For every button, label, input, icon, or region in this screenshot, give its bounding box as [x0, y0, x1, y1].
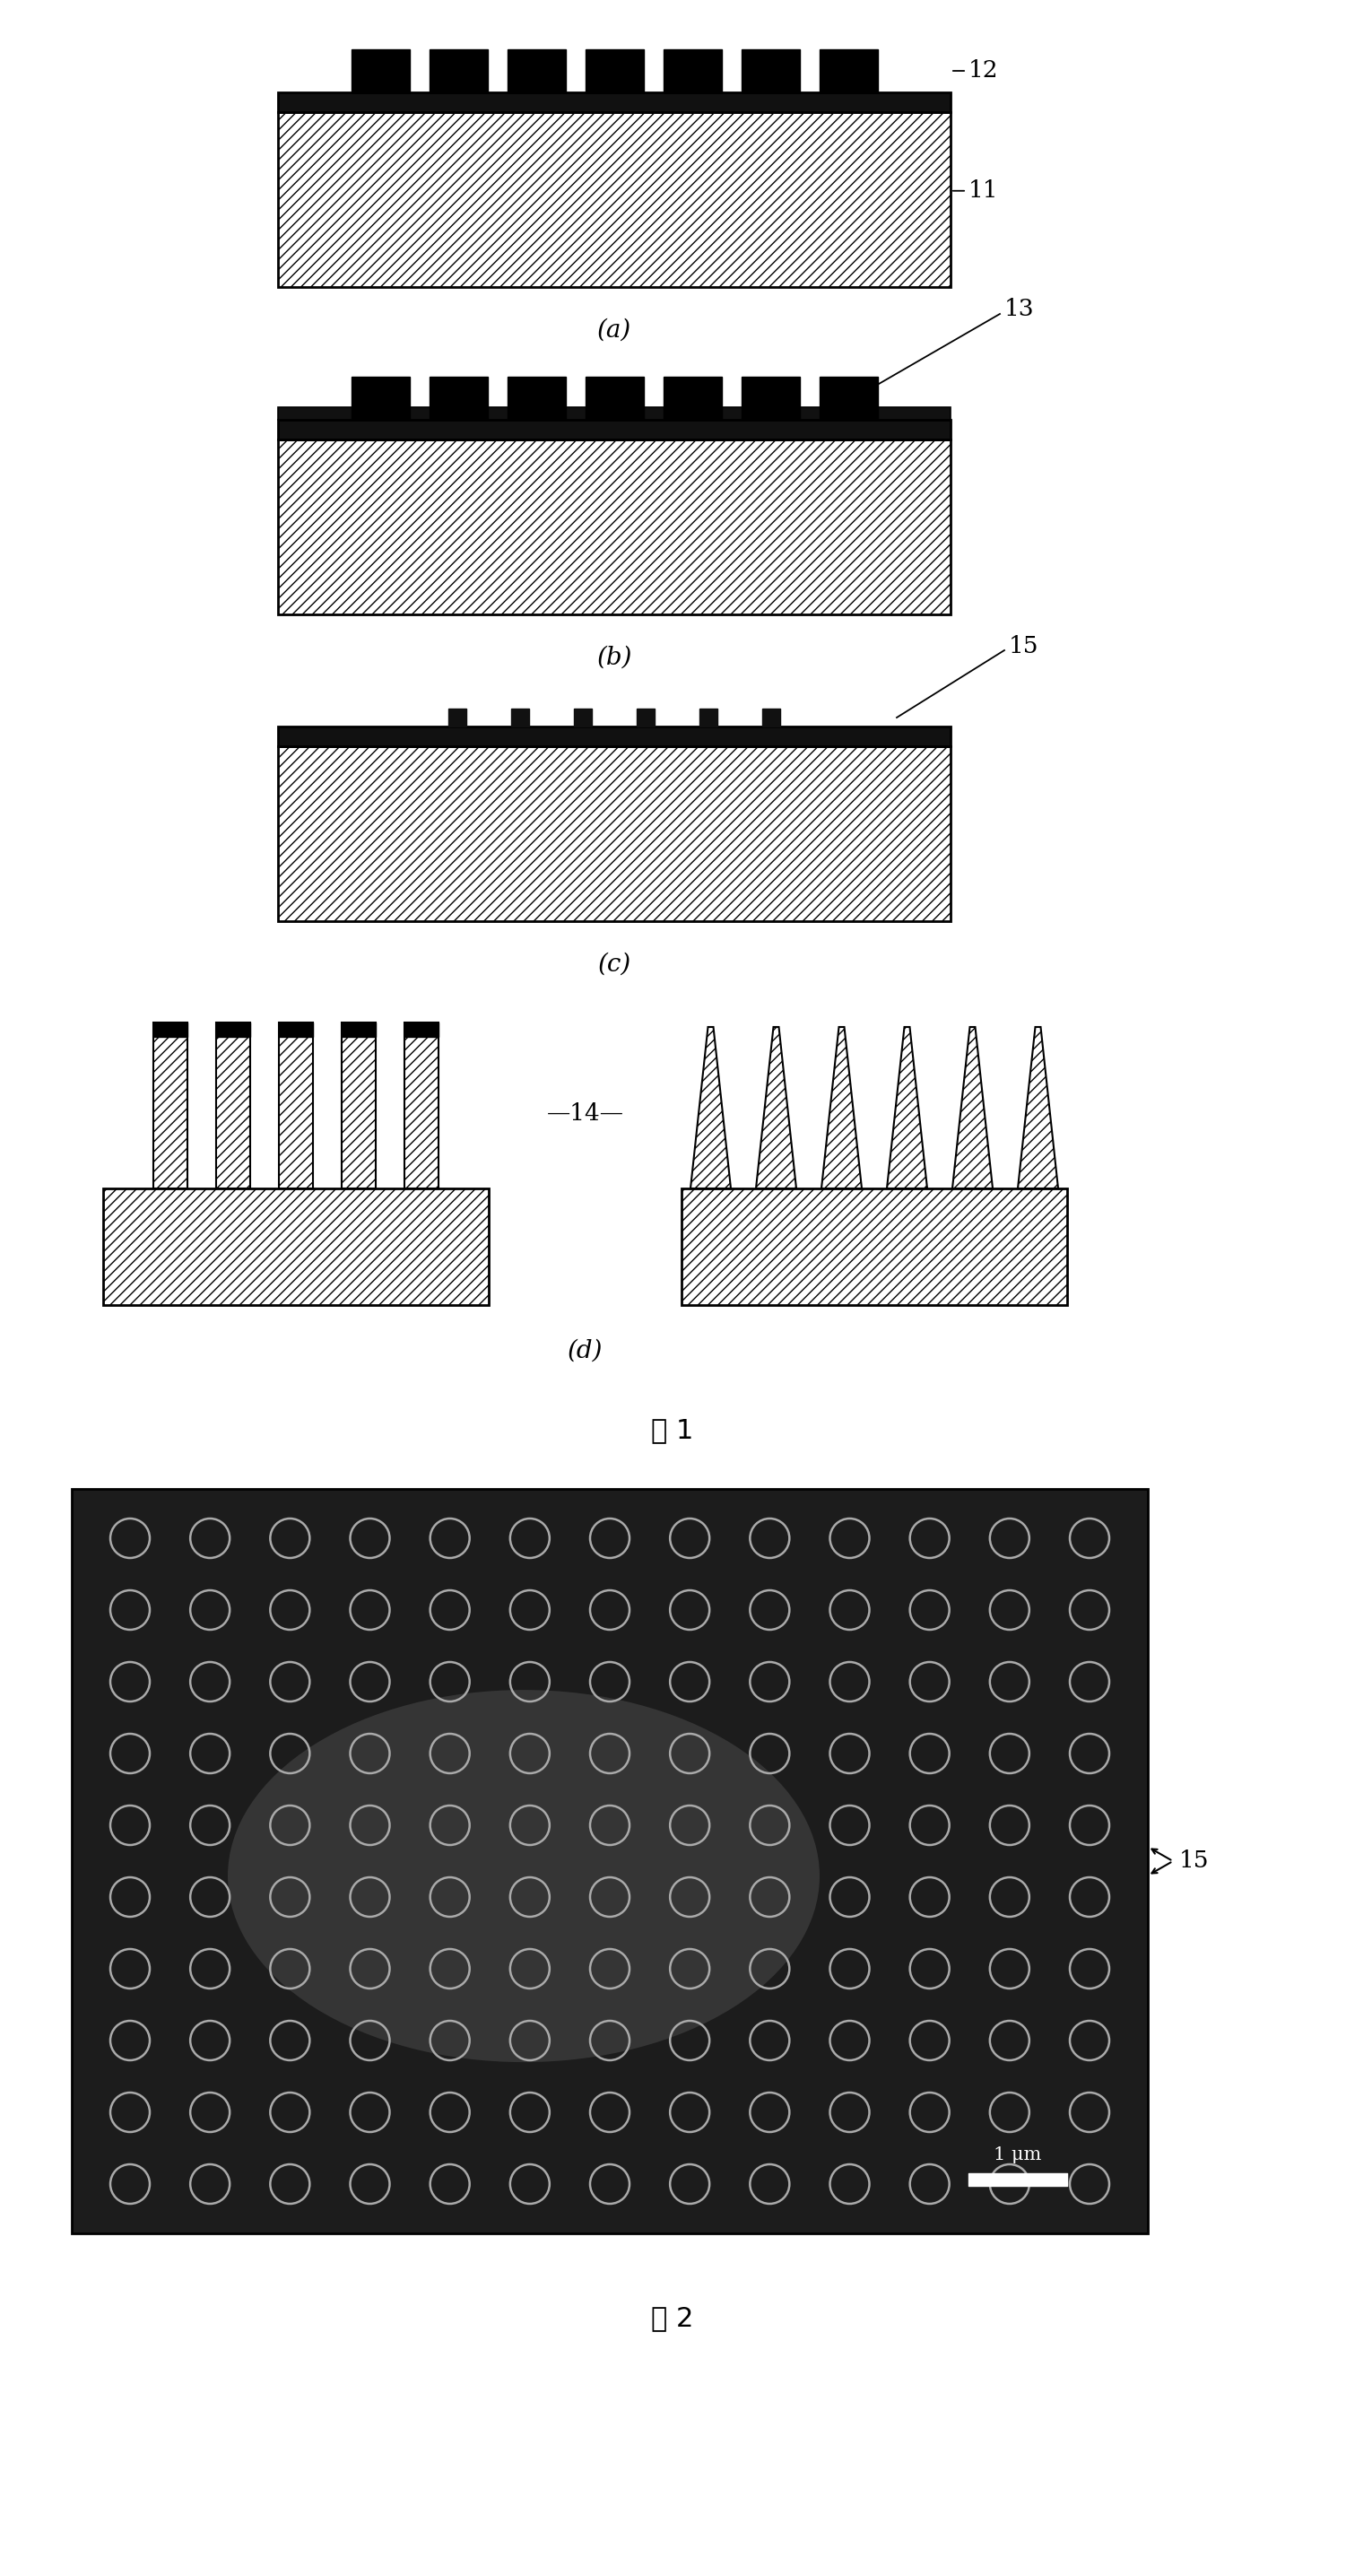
Bar	[404, 1023, 439, 1038]
Polygon shape	[690, 1028, 731, 1188]
Bar	[279, 747, 950, 922]
Text: 图 1: 图 1	[651, 1417, 693, 1443]
Bar	[279, 1023, 314, 1038]
Bar	[742, 376, 800, 420]
Bar	[586, 49, 643, 93]
Bar	[104, 1188, 489, 1306]
Bar	[71, 1489, 1148, 2233]
Bar	[511, 708, 529, 726]
Text: —14—: —14—	[546, 1103, 623, 1126]
Bar	[507, 376, 565, 420]
Text: (a): (a)	[598, 319, 631, 343]
Text: 15: 15	[1179, 1850, 1209, 1873]
Bar	[351, 49, 409, 93]
Polygon shape	[1018, 1028, 1058, 1188]
Bar	[429, 376, 487, 420]
Text: 15: 15	[1010, 634, 1039, 657]
Bar	[700, 708, 717, 726]
Bar	[762, 708, 781, 726]
Bar	[820, 376, 878, 420]
Polygon shape	[756, 1028, 797, 1188]
Bar	[742, 49, 800, 93]
Bar	[279, 420, 950, 440]
Bar	[351, 376, 409, 420]
Bar	[573, 708, 592, 726]
Text: 12: 12	[969, 59, 999, 82]
Polygon shape	[953, 1028, 993, 1188]
Bar	[664, 376, 721, 420]
Bar	[217, 1023, 250, 1038]
Bar	[279, 440, 950, 616]
Bar	[279, 1023, 314, 1188]
Bar	[153, 1023, 187, 1188]
Text: 图 2: 图 2	[651, 2306, 693, 2331]
Bar	[404, 1023, 439, 1188]
Polygon shape	[887, 1028, 927, 1188]
Text: 11: 11	[969, 180, 999, 201]
Bar	[342, 1023, 376, 1188]
Text: 1 μm: 1 μm	[993, 2146, 1042, 2164]
Bar	[279, 93, 950, 113]
Polygon shape	[821, 1028, 861, 1188]
Bar	[342, 1023, 376, 1038]
Text: (c): (c)	[598, 953, 631, 976]
Bar	[664, 49, 721, 93]
Bar	[681, 1188, 1067, 1306]
Bar	[820, 49, 878, 93]
Bar	[279, 113, 950, 286]
Bar	[507, 49, 565, 93]
Bar	[448, 708, 466, 726]
Bar	[217, 1023, 250, 1188]
Text: (b): (b)	[596, 647, 633, 670]
Text: 13: 13	[1004, 299, 1035, 319]
Bar	[153, 1023, 187, 1038]
Text: (d): (d)	[568, 1340, 603, 1363]
Bar	[429, 49, 487, 93]
Bar	[637, 708, 654, 726]
Bar	[279, 407, 950, 420]
Bar	[279, 726, 950, 747]
Bar	[586, 376, 643, 420]
Ellipse shape	[227, 1690, 820, 2063]
